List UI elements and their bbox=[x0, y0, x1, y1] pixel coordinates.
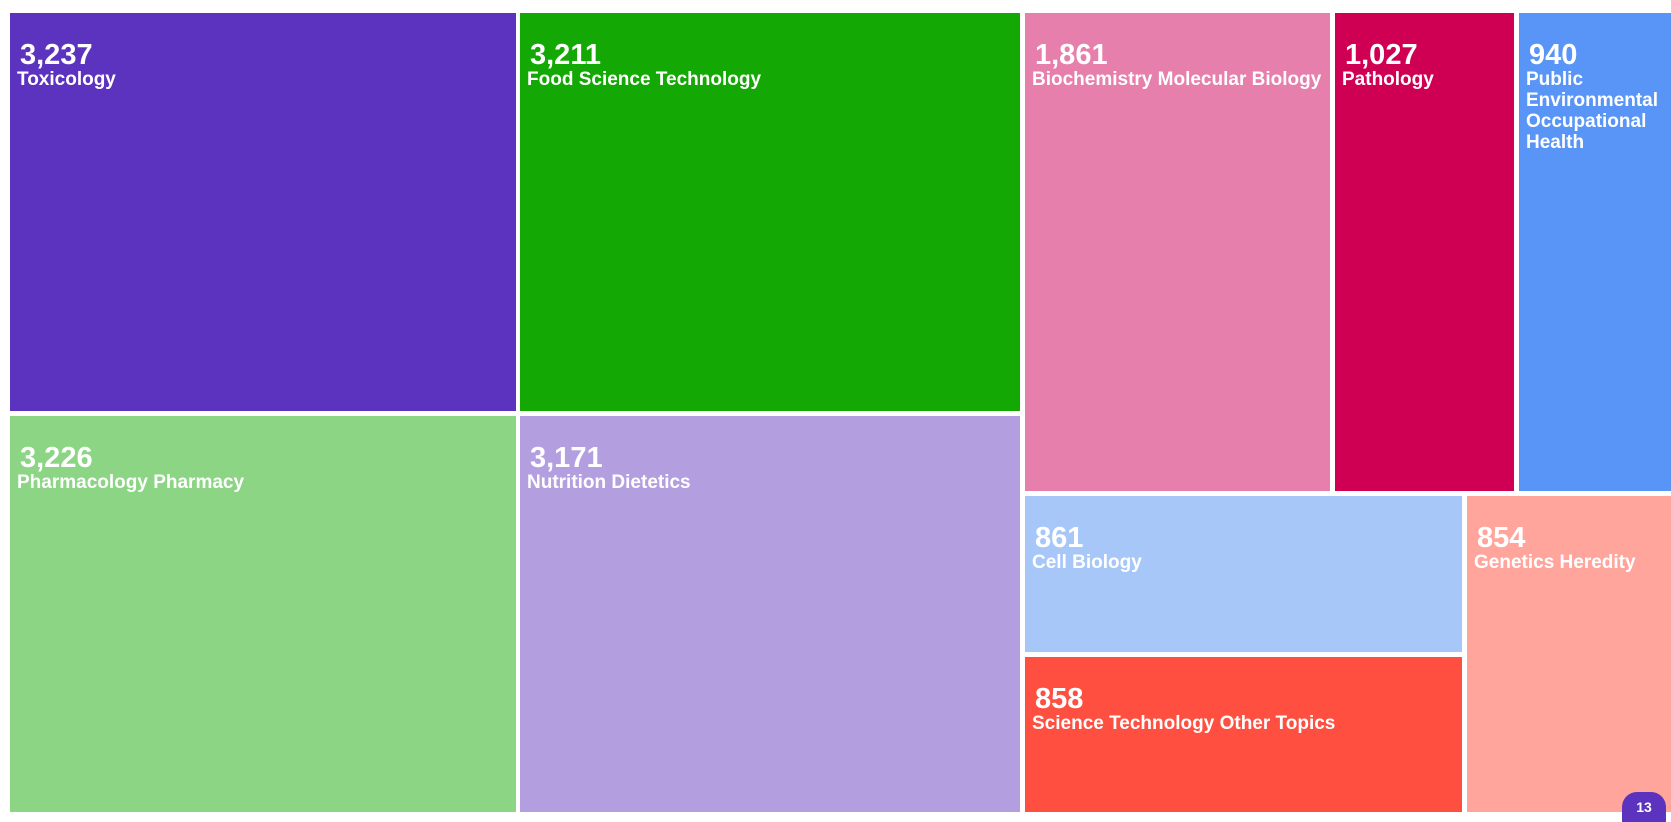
treemap-tile: 3,237 Toxicology bbox=[10, 13, 516, 411]
tile-label: Cell Biology bbox=[1032, 552, 1142, 573]
page-number-badge: 13 bbox=[1622, 792, 1666, 822]
treemap-tile: 854 Genetics Heredity bbox=[1467, 496, 1671, 812]
tile-value: 940 bbox=[1529, 39, 1578, 71]
treemap-tile: 1,027 Pathology bbox=[1335, 13, 1514, 491]
tile-label: Biochemistry Molecular Biology bbox=[1032, 69, 1322, 90]
treemap-tile: 3,211 Food Science Technology bbox=[520, 13, 1020, 411]
tile-value: 3,226 bbox=[20, 442, 93, 474]
treemap-tile: 858 Science Technology Other Topics bbox=[1025, 657, 1462, 812]
treemap-tile: 3,171 Nutrition Dietetics bbox=[520, 416, 1020, 812]
tile-label: Nutrition Dietetics bbox=[527, 472, 691, 493]
treemap-tile: 861 Cell Biology bbox=[1025, 496, 1462, 652]
tile-value: 3,237 bbox=[20, 39, 93, 71]
tile-value: 3,211 bbox=[530, 39, 601, 71]
tile-value: 1,027 bbox=[1345, 39, 1418, 71]
tile-value: 861 bbox=[1035, 522, 1084, 554]
tile-label: Food Science Technology bbox=[527, 69, 762, 90]
tile-label: Public Environmental Occupational Health bbox=[1526, 69, 1658, 153]
treemap-tile: 940 Public Environmental Occupational Hea… bbox=[1519, 13, 1671, 491]
tile-value: 3,171 bbox=[530, 442, 603, 474]
tile-value: 858 bbox=[1035, 683, 1084, 715]
tile-label: Toxicology bbox=[17, 69, 116, 90]
tile-label: Pathology bbox=[1342, 69, 1434, 90]
tile-label: Genetics Heredity bbox=[1474, 552, 1636, 573]
tile-label: Science Technology Other Topics bbox=[1032, 713, 1336, 734]
tile-value: 1,861 bbox=[1035, 39, 1108, 71]
tile-value: 854 bbox=[1477, 522, 1526, 554]
treemap-tile: 3,226 Pharmacology Pharmacy bbox=[10, 416, 516, 812]
treemap-tile: 1,861 Biochemistry Molecular Biology bbox=[1025, 13, 1330, 491]
tile-label: Pharmacology Pharmacy bbox=[17, 472, 245, 493]
